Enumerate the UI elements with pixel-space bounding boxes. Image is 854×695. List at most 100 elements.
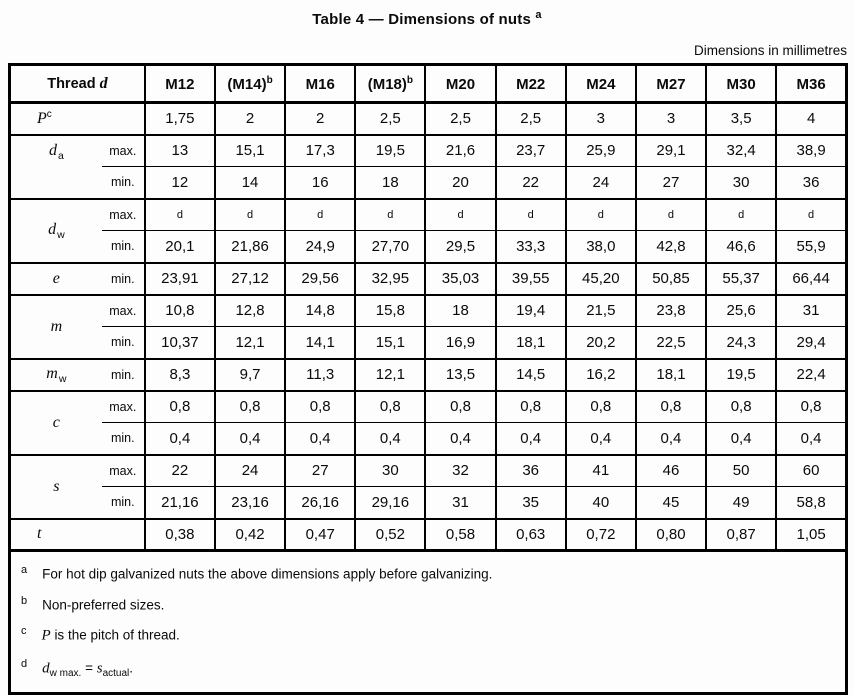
col-header: M20	[424, 64, 496, 104]
value-cell: 0,4	[284, 422, 356, 455]
value-cell: 0,4	[494, 422, 566, 455]
value-cell: 1,05	[775, 517, 847, 551]
table-row-da-max: da max. 13 15,1 17,3 19,5 21,6 23,7 25,9…	[9, 133, 847, 199]
row-symbol: c	[9, 389, 102, 455]
value-cell: 3	[634, 102, 707, 135]
value-cell: 41	[564, 453, 636, 487]
qualifier-cell: min.	[110, 335, 135, 350]
value-cell: 0,87	[705, 517, 777, 551]
row-symbol: s	[9, 453, 102, 519]
value-cell: d	[424, 197, 496, 231]
value-cell: 10,8	[143, 293, 215, 327]
value-cell: 33,3	[494, 230, 566, 263]
value-cell: 3,5	[705, 102, 777, 135]
value-cell: 46,6	[705, 230, 777, 263]
row-symbol: t	[9, 517, 145, 551]
value-cell: 0,8	[424, 389, 496, 423]
table-title-text: Table 4 — Dimensions of nuts	[312, 11, 531, 28]
value-cell: d	[143, 197, 215, 231]
value-cell: 1,75	[143, 102, 215, 135]
col-header: M24	[564, 64, 636, 104]
value-cell: 0,63	[494, 517, 566, 551]
value-cell: 35,03	[424, 261, 496, 295]
value-cell: 0,47	[284, 517, 356, 551]
value-cell: 26,16	[284, 486, 356, 519]
value-cell: 12	[143, 166, 215, 199]
row-symbol: Pc	[37, 109, 52, 128]
value-cell: 38,0	[564, 230, 636, 263]
value-cell: d	[213, 197, 286, 231]
value-cell: 55,37	[705, 261, 777, 295]
table-row-dw-max: dw max. d d d d d d d d d d	[9, 197, 847, 263]
value-cell: 29,16	[354, 486, 426, 519]
value-cell: 31	[775, 293, 847, 327]
value-cell: 66,44	[775, 261, 847, 295]
value-cell: 0,8	[284, 389, 356, 423]
table-title: Table 4 — Dimensions of nuts a	[0, 0, 854, 28]
value-cell: 15,1	[354, 326, 426, 359]
table-row-s-min: min. 21,16 23,16 26,16 29,16 31 35 40 45…	[10, 486, 847, 519]
value-cell: 18	[424, 293, 496, 327]
value-cell: 24,9	[284, 230, 356, 263]
value-cell: 18,1	[634, 357, 707, 391]
value-cell: 18	[354, 166, 426, 199]
value-cell: 2	[284, 102, 356, 135]
table-row-dw-min: min. 20,1 21,86 24,9 27,70 29,5 33,3 38,…	[10, 230, 847, 263]
value-cell: 10,37	[143, 326, 215, 359]
value-cell: 14,5	[494, 357, 566, 391]
row-symbol: e	[9, 261, 102, 295]
value-cell: 55,9	[775, 230, 847, 263]
value-cell: 45,20	[564, 261, 636, 295]
value-cell: 29,4	[775, 326, 847, 359]
value-cell: 16,9	[424, 326, 496, 359]
value-cell: 23,8	[634, 293, 707, 327]
value-cell: d	[775, 197, 847, 231]
value-cell: 16,2	[564, 357, 636, 391]
col-header: M36	[775, 64, 847, 104]
value-cell: 0,72	[564, 517, 636, 551]
value-cell: 50	[705, 453, 777, 487]
value-cell: 45	[634, 486, 707, 519]
value-cell: 3	[564, 102, 636, 135]
value-cell: 0,4	[634, 422, 707, 455]
value-cell: 0,8	[634, 389, 707, 423]
value-cell: 31	[424, 486, 496, 519]
value-cell: 2,5	[424, 102, 496, 135]
value-cell: 12,1	[213, 326, 286, 359]
value-cell: 30	[354, 453, 426, 487]
value-cell: 0,4	[143, 422, 215, 455]
table-row-m-max: m max. 10,8 12,8 14,8 15,8 18 19,4 21,5 …	[9, 293, 847, 359]
qualifier-cell: min.	[101, 357, 145, 391]
value-cell: 11,3	[284, 357, 356, 391]
value-cell: 20	[424, 166, 496, 199]
value-cell: 32,4	[705, 133, 777, 167]
value-cell: 29,56	[284, 261, 356, 295]
qualifier-cell: max.	[101, 133, 145, 167]
footnotes-cell: a For hot dip galvanized nuts the above d…	[9, 549, 847, 694]
value-cell: 14,1	[284, 326, 356, 359]
row-symbol: mw	[9, 357, 102, 391]
value-cell: 22,4	[775, 357, 847, 391]
value-cell: 0,4	[775, 422, 847, 455]
col-header: M16	[284, 64, 356, 104]
value-cell: 8,3	[143, 357, 215, 391]
value-cell: 17,3	[284, 133, 356, 167]
table-row-mw: mw min. 8,3 9,7 11,3 12,1 13,5 14,5 16,2…	[9, 357, 847, 391]
value-cell: 21,16	[143, 486, 215, 519]
value-cell: d	[634, 197, 707, 231]
value-cell: 13,5	[424, 357, 496, 391]
col-header: M22	[494, 64, 566, 104]
header-row: Thread d M12 (M14)b M16 (M18)b M20 M22 M…	[9, 64, 847, 104]
value-cell: 2,5	[354, 102, 426, 135]
dimensions-table: Thread d M12 (M14)b M16 (M18)b M20 M22 M…	[8, 63, 848, 695]
value-cell: d	[284, 197, 356, 231]
units-note: Dimensions in millimetres	[693, 43, 847, 58]
value-cell: 19,5	[354, 133, 426, 167]
value-cell: 46	[634, 453, 707, 487]
value-cell: 0,38	[143, 517, 215, 551]
value-cell: 18,1	[494, 326, 566, 359]
col-header: (M18)b	[354, 64, 426, 104]
row-symbol: m	[9, 293, 102, 359]
value-cell: 2,5	[494, 102, 566, 135]
